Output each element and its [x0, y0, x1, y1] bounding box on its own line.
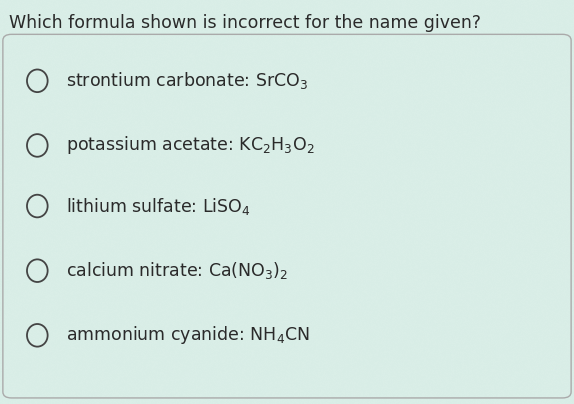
Text: Which formula shown is incorrect for the name given?: Which formula shown is incorrect for the… — [9, 14, 480, 32]
Text: potassium acetate: $\mathrm{KC_2H_3O_2}$: potassium acetate: $\mathrm{KC_2H_3O_2}$ — [66, 135, 315, 156]
Text: calcium nitrate: $\mathrm{Ca(NO_3)_2}$: calcium nitrate: $\mathrm{Ca(NO_3)_2}$ — [66, 260, 288, 281]
Text: strontium carbonate: $\mathrm{SrCO_3}$: strontium carbonate: $\mathrm{SrCO_3}$ — [66, 70, 308, 91]
Text: lithium sulfate: $\mathrm{LiSO_4}$: lithium sulfate: $\mathrm{LiSO_4}$ — [66, 196, 251, 217]
Text: ammonium cyanide: $\mathrm{NH_4CN}$: ammonium cyanide: $\mathrm{NH_4CN}$ — [66, 324, 310, 346]
